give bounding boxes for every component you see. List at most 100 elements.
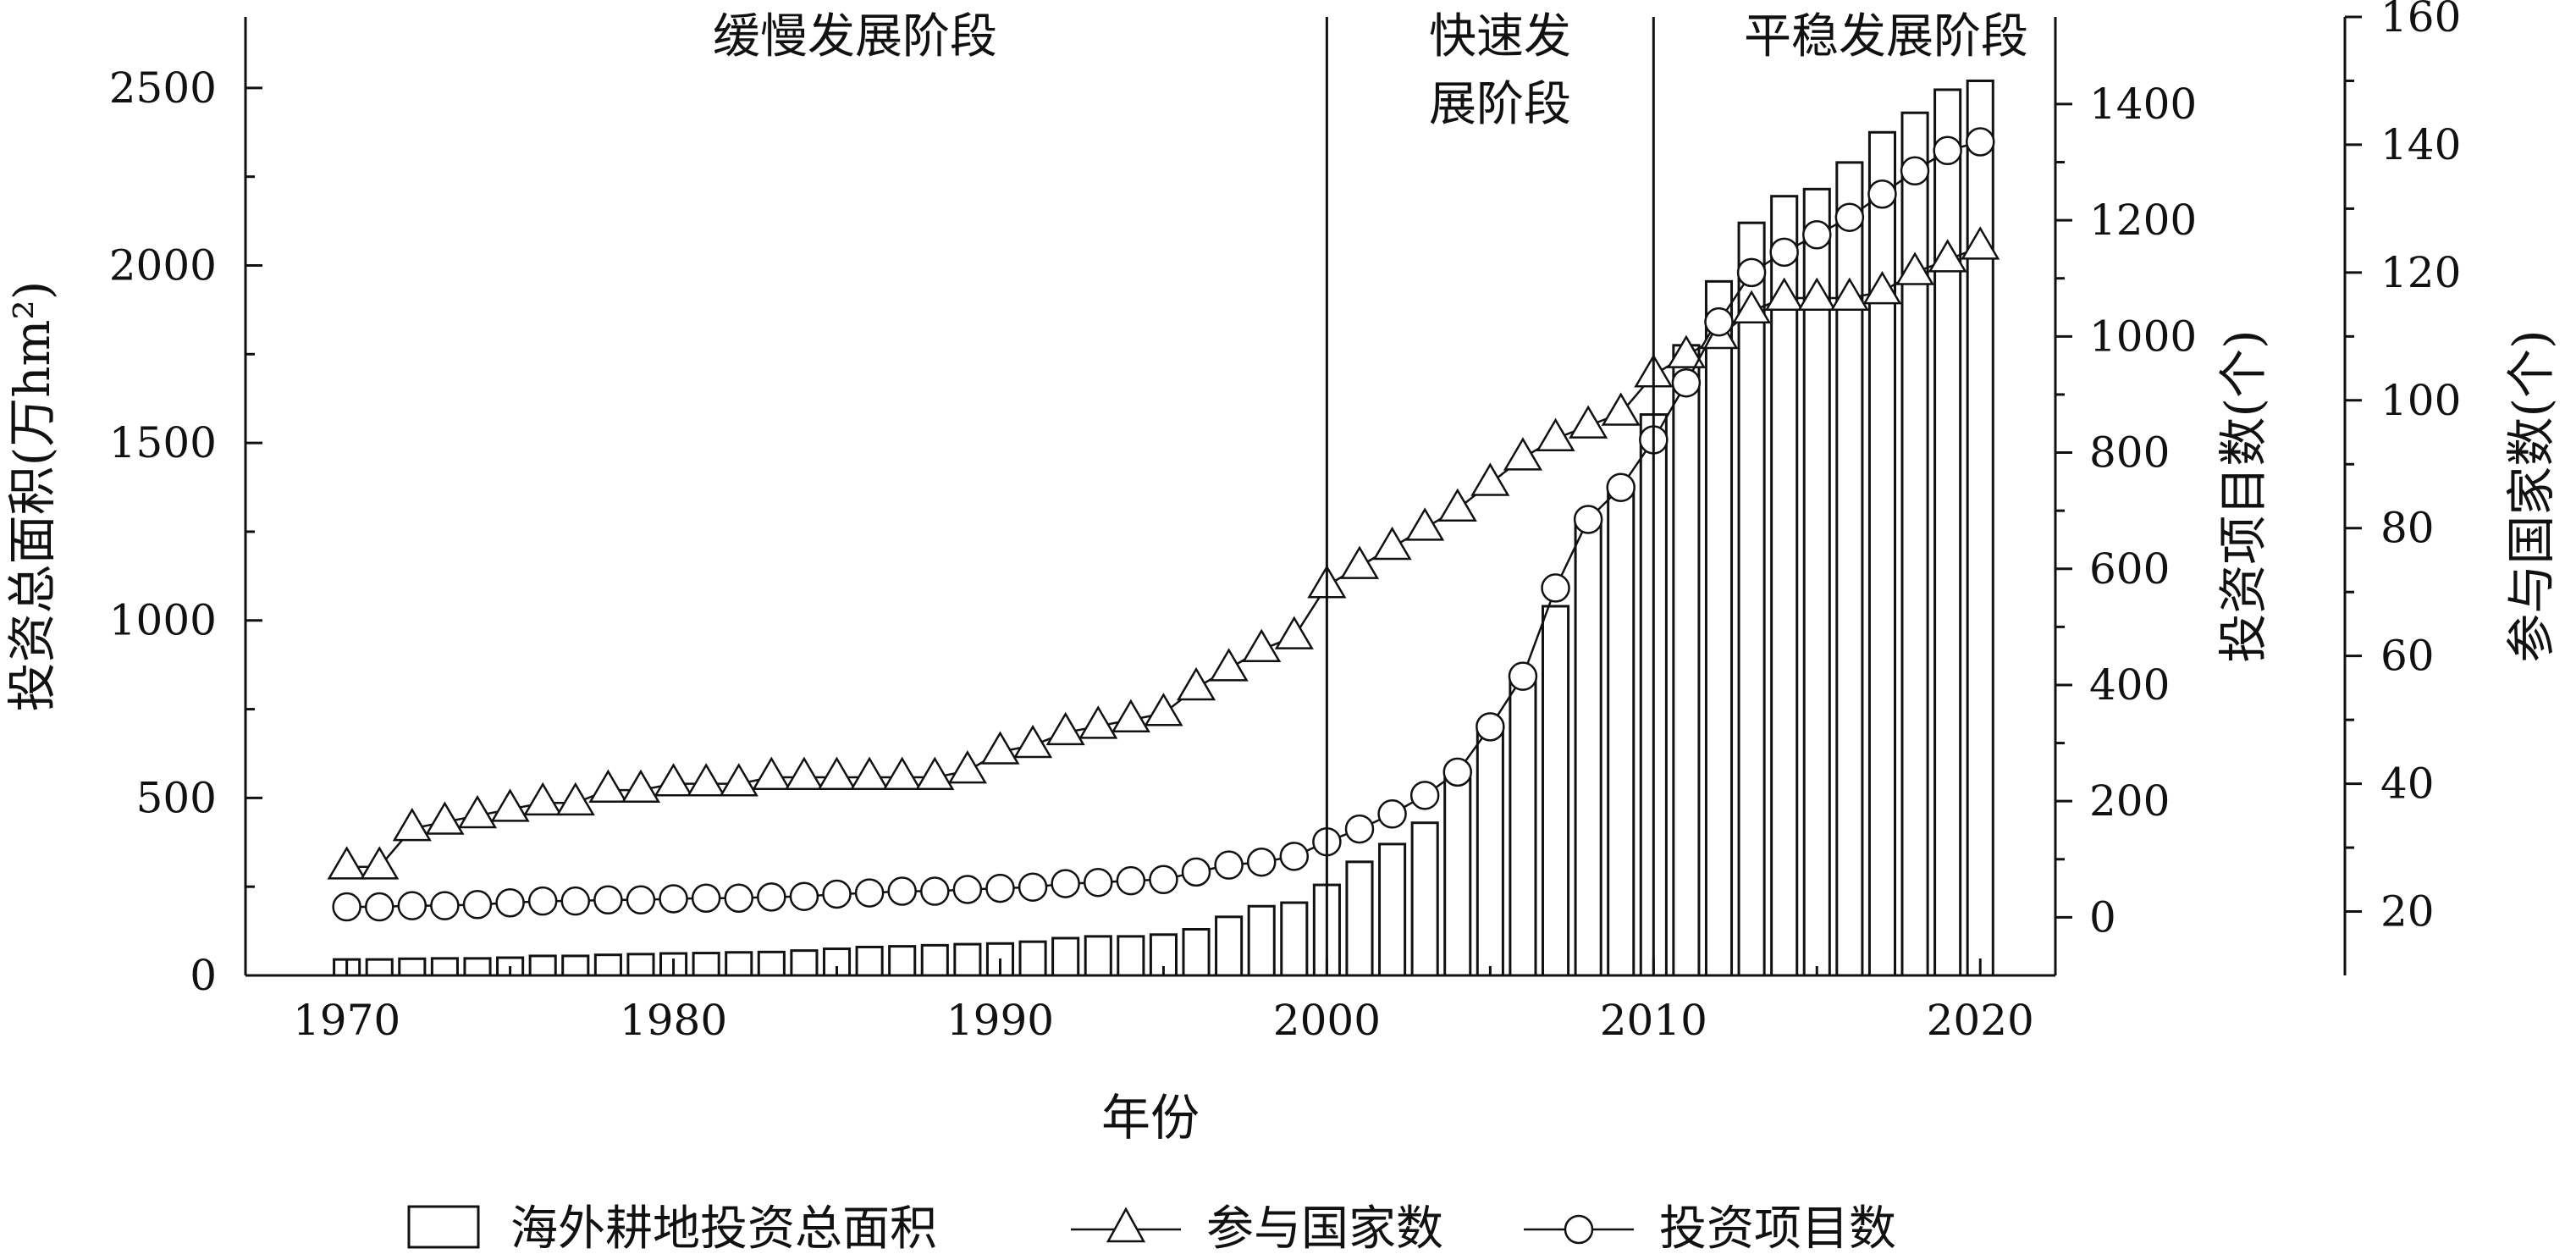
triangle-point-2003 [1405, 507, 1445, 541]
triangle-point-2005 [1470, 462, 1510, 496]
phase-label-fast-line-2: 展阶段 [1429, 77, 1571, 132]
right1-tick-label-200: 200 [2089, 776, 2170, 826]
x-tick-label-2010: 2010 [1600, 996, 1707, 1045]
x-tick-label-1970: 1970 [293, 996, 400, 1045]
triangle-point-1971 [360, 846, 400, 880]
bar-2013 [1737, 221, 1766, 977]
bar-1989 [953, 942, 982, 977]
circle-point-1984 [789, 881, 819, 911]
triangle-point-1988 [915, 756, 955, 790]
circle-point-1979 [626, 885, 656, 915]
line-series-area [327, 127, 2000, 922]
phase-label-stable: 平稳发展阶段 [1744, 9, 2028, 64]
circle-point-1986 [854, 878, 885, 908]
circle-point-1990 [985, 873, 1015, 903]
triangle-point-1996 [1176, 666, 1216, 701]
x-tick-label-2000: 2000 [1273, 996, 1381, 1045]
bar-1994 [1117, 935, 1145, 977]
circle-point-2008 [1573, 505, 1603, 534]
bar-1988 [920, 943, 949, 977]
circle-point-2017 [1867, 179, 1897, 209]
circle-point-1975 [495, 887, 525, 918]
triangle-point-1995 [1144, 693, 1183, 726]
x-tick-label-1990: 1990 [946, 996, 1054, 1045]
circle-point-2002 [1377, 799, 1407, 829]
bar-1974 [463, 957, 492, 977]
right1-tick-label-1000: 1000 [2089, 312, 2197, 361]
circle-point-1998 [1246, 847, 1277, 877]
triangle-point-2018 [1895, 251, 1935, 285]
circle-point-2009 [1606, 472, 1636, 502]
circle-point-2015 [1802, 220, 1832, 250]
circle-point-1983 [757, 882, 786, 912]
triangle-point-1984 [784, 756, 825, 790]
bar-2008 [1574, 519, 1602, 977]
right2-tick-label-160: 160 [2380, 0, 2461, 41]
triangle-point-2013 [1732, 290, 1772, 324]
phase-label-fast: 快速发展阶段 [1429, 9, 1571, 132]
right2-tick-label-120: 120 [2380, 248, 2461, 297]
triangle-point-2004 [1437, 488, 1477, 522]
bar-2004 [1443, 776, 1472, 977]
right2-tick-label-20: 20 [2380, 887, 2435, 936]
right1-axis-title: 投资项目数(个) [2215, 329, 2272, 662]
bar-2006 [1509, 674, 1537, 977]
triangle-point-1997 [1209, 648, 1249, 682]
triangle-point-1972 [392, 807, 432, 842]
bar-1998 [1247, 904, 1276, 977]
left-tick-label-2000: 2000 [109, 240, 217, 290]
legend-triangle-marker [1106, 1207, 1146, 1243]
triangle-point-1982 [719, 763, 758, 797]
bar-2005 [1476, 721, 1504, 977]
x-axis-title: 年份 [1101, 1089, 1200, 1146]
bar-2011 [1672, 344, 1701, 977]
bar-1982 [725, 951, 753, 977]
left-tick-label-1500: 1500 [109, 418, 217, 467]
bar-1992 [1051, 936, 1080, 977]
triangle-point-2015 [1797, 277, 1837, 311]
circle-point-1996 [1181, 857, 1211, 887]
series-line-projects [346, 141, 1981, 909]
bar-1981 [692, 952, 720, 977]
bar-1991 [1018, 940, 1047, 977]
circle-point-2005 [1476, 712, 1505, 742]
left-axis-title: 投资总面积(万hm²) [3, 281, 61, 712]
triangle-point-2001 [1339, 545, 1380, 579]
triangle-point-1981 [687, 763, 726, 797]
bar-2003 [1410, 821, 1439, 977]
right2-tick-label-60: 60 [2380, 632, 2435, 681]
bar-1986 [855, 945, 884, 977]
triangle-point-2014 [1764, 277, 1804, 311]
bar-2019 [1933, 88, 1962, 977]
axes [244, 15, 2362, 977]
triangle-point-2011 [1666, 334, 1706, 368]
bar-1983 [757, 950, 786, 977]
triangle-point-1991 [1012, 724, 1053, 759]
triangle-point-2020 [1961, 226, 2000, 260]
right1-tick-label-0: 0 [2089, 892, 2116, 942]
triangle-point-1992 [1045, 711, 1085, 746]
legend-circle-marker [1564, 1214, 1594, 1245]
bar-2007 [1541, 605, 1570, 977]
triangle-point-1974 [457, 794, 498, 829]
circle-point-1970 [332, 892, 361, 922]
bar-1996 [1182, 927, 1211, 977]
right2-tick-label-100: 100 [2380, 376, 2461, 425]
phase-label-slow: 缓慢发展阶段 [713, 9, 997, 64]
bar-1987 [888, 945, 917, 977]
left-tick-label-2500: 2500 [109, 64, 217, 113]
bar-2014 [1770, 195, 1799, 977]
circle-point-2012 [1704, 307, 1734, 337]
triangle-point-2019 [1928, 239, 1967, 273]
circle-point-1974 [462, 890, 493, 920]
circle-point-1987 [887, 876, 917, 906]
circle-point-1976 [527, 886, 558, 916]
circle-point-2018 [1900, 156, 1930, 186]
bar-1978 [593, 953, 622, 977]
right2-tick-label-40: 40 [2380, 760, 2435, 809]
circle-point-2004 [1442, 757, 1473, 787]
phase-label-fast-line-1: 快速发 [1429, 9, 1571, 64]
bar-2009 [1607, 488, 1636, 977]
triangle-point-1985 [817, 756, 857, 790]
circle-point-1992 [1051, 869, 1080, 898]
